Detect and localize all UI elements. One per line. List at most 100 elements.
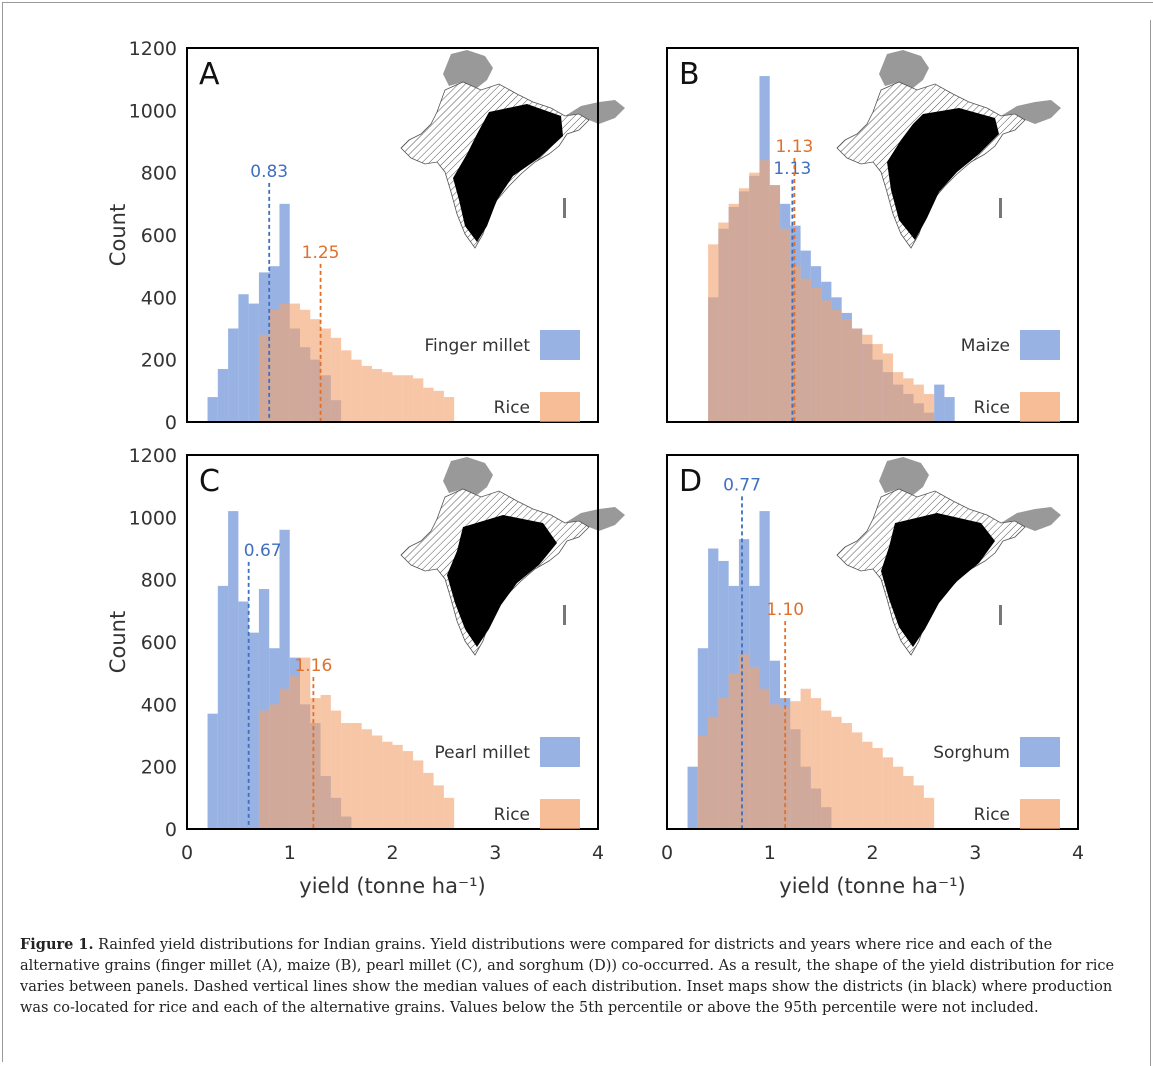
- map-neighbor-region: [1001, 507, 1061, 531]
- panel-letter: B: [679, 57, 700, 92]
- histogram-bar: [433, 785, 444, 829]
- map-colocated-districts: [453, 104, 563, 242]
- histogram-bar: [207, 713, 218, 829]
- histogram-bar: [392, 744, 403, 829]
- histogram-bar: [361, 729, 372, 829]
- histogram-bar: [320, 694, 331, 829]
- map-neighbor-region: [1001, 100, 1061, 124]
- histogram-bar: [443, 797, 455, 829]
- histogram-bar: [893, 766, 904, 829]
- histogram-bar: [862, 334, 873, 422]
- median-label: 0.77: [723, 475, 761, 495]
- legend-swatch: [540, 330, 580, 360]
- histogram-bar: [759, 511, 770, 829]
- legend-label: Finger millet: [424, 336, 530, 356]
- median-label: 1.13: [775, 137, 813, 157]
- histogram-bar: [310, 698, 321, 829]
- histogram-bar: [718, 222, 729, 422]
- series-rice: [258, 303, 455, 422]
- histogram-bar: [851, 328, 863, 422]
- series-rice: [708, 160, 935, 422]
- map-neighbor-region: [879, 457, 929, 495]
- y-tick-label: 1200: [129, 445, 177, 467]
- histogram-bar: [279, 303, 290, 422]
- histogram-bar: [923, 797, 935, 829]
- panel-letter: A: [199, 57, 220, 92]
- legend-swatch: [540, 799, 580, 829]
- histogram-bar: [413, 760, 424, 829]
- y-tick-label: 200: [141, 350, 177, 372]
- legend-swatch: [1020, 737, 1060, 767]
- legend-label: Rice: [974, 398, 1010, 418]
- histogram-bar: [821, 300, 832, 422]
- x-tick-label: 1: [284, 842, 296, 864]
- x-tick-label: 0: [181, 842, 193, 864]
- histogram-bar: [300, 657, 311, 829]
- legend-swatch: [540, 392, 580, 422]
- histogram-bar: [341, 723, 352, 829]
- map-neighbor-region: [879, 50, 929, 88]
- histogram-bar: [217, 585, 229, 829]
- histogram-bar: [738, 188, 750, 422]
- map-islands: [563, 605, 566, 625]
- histogram-bar: [718, 698, 729, 829]
- map-colocated-districts: [447, 515, 557, 647]
- histogram-bar: [841, 723, 852, 829]
- histogram-bar: [934, 384, 945, 422]
- histogram-bar: [913, 785, 924, 829]
- histogram-bar: [749, 666, 760, 829]
- histogram-bar: [228, 328, 239, 422]
- legend-label: Rice: [494, 398, 530, 418]
- histogram-bar: [810, 698, 822, 829]
- histogram-bar: [423, 387, 434, 422]
- histogram-bar: [923, 393, 935, 422]
- histogram-bar: [718, 560, 729, 829]
- histogram-bar: [382, 741, 393, 829]
- y-tick-label: 400: [141, 694, 177, 716]
- panel-letter: D: [679, 464, 702, 499]
- histogram-bar: [708, 244, 719, 422]
- histogram-bar: [248, 632, 259, 829]
- histogram-bar: [361, 365, 372, 422]
- histogram-bar: [423, 772, 434, 829]
- median-label: 1.25: [302, 243, 340, 263]
- histogram-bar: [903, 378, 914, 422]
- series-rice: [258, 657, 455, 829]
- histogram-bar: [882, 353, 894, 422]
- y-tick-label: 800: [141, 163, 177, 185]
- inset-map: [400, 457, 625, 656]
- histogram-bar: [872, 344, 883, 422]
- histogram-bar: [330, 337, 342, 422]
- legend-swatch: [1020, 799, 1060, 829]
- caption-label: Figure 1.: [20, 936, 94, 953]
- histogram-bar: [759, 688, 770, 829]
- y-tick-label: 1000: [129, 507, 177, 529]
- histogram-bar: [893, 372, 904, 422]
- histogram-bar: [371, 735, 383, 829]
- histogram-bar: [728, 203, 739, 422]
- y-tick-label: 200: [141, 757, 177, 779]
- x-tick-label: 4: [1072, 842, 1084, 864]
- histogram-bar: [330, 710, 342, 829]
- histogram-bar: [749, 172, 760, 422]
- histogram-bar: [831, 716, 842, 829]
- histogram-bar: [903, 776, 914, 829]
- map-islands: [999, 605, 1002, 625]
- panel-a: 0.83 1.25 A Finger millet Rice 0 200 400 600 800 1…: [106, 38, 625, 434]
- legend-swatch: [1020, 392, 1060, 422]
- histogram-bar: [238, 294, 249, 422]
- histogram-bar: [248, 303, 259, 422]
- histogram-bar: [831, 309, 842, 422]
- histogram-bar: [371, 369, 383, 422]
- median-label: 0.67: [244, 541, 282, 561]
- histogram-bar: [769, 704, 781, 829]
- legend-label: Sorghum: [933, 743, 1010, 763]
- histogram-bar: [228, 511, 239, 829]
- histogram-bar: [708, 548, 719, 829]
- panel-b: 1.131.13 B Maize Rice: [666, 47, 1079, 423]
- histogram-bar: [402, 751, 414, 829]
- x-tick-label: 3: [489, 842, 501, 864]
- histogram-bar: [279, 529, 290, 829]
- y-tick-label: 600: [141, 632, 177, 654]
